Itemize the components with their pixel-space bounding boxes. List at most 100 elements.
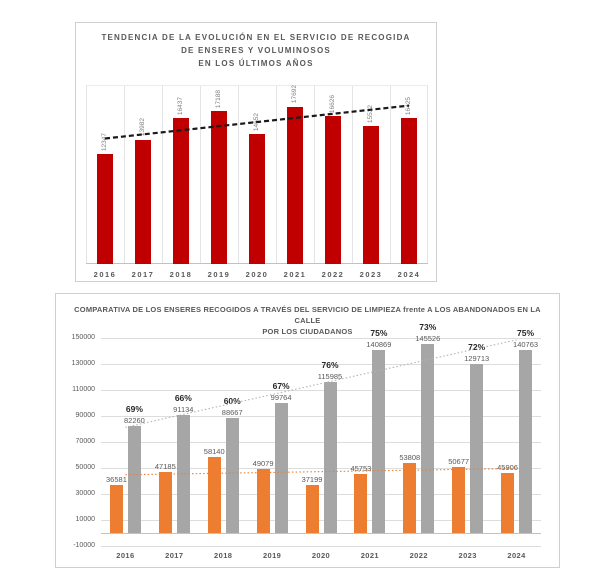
bar-value-label: 13982	[139, 118, 146, 137]
gray-value-label: 115985	[317, 372, 343, 382]
gridline-horizontal	[101, 520, 541, 521]
orange-bar	[207, 457, 221, 533]
year-label: 2024	[507, 551, 526, 560]
orange-value-label: 50677	[448, 457, 470, 467]
gridline-vertical	[427, 86, 428, 264]
ytick-label: 10000	[75, 516, 95, 523]
year-label: 2018	[214, 551, 233, 560]
gray-value-label: 88667	[221, 407, 243, 417]
ytick-label: 90000	[75, 412, 95, 419]
gray-value-label: 91134	[173, 404, 194, 414]
gridline-vertical	[352, 86, 353, 264]
gray-value-label: 140763	[513, 340, 539, 349]
gridline-vertical	[124, 86, 125, 264]
percent-label: 67%	[272, 381, 290, 392]
gray-bar	[323, 382, 337, 533]
x-axis-line	[101, 533, 541, 534]
trend-chart-title: TENDENCIA DE LA EVOLUCIÓN EN EL SERVICIO…	[82, 31, 430, 70]
percent-label: 76%	[321, 360, 339, 371]
ytick-label: 150000	[71, 334, 95, 341]
gridline-vertical	[314, 86, 315, 264]
year-label: 2020	[245, 270, 269, 279]
percent-label: 75%	[370, 327, 388, 338]
ytick-label: 50000	[75, 464, 95, 471]
year-label: 2024	[397, 270, 421, 279]
percent-label: 75%	[517, 328, 535, 339]
orange-value-label: 45906	[497, 463, 518, 473]
orange-value-label: 45753	[350, 463, 372, 473]
red-bar	[325, 116, 341, 264]
comparison-chart-plot-area: 150000 130000 110000 90000 70000 50000 30000 10…	[72, 322, 541, 560]
orange-value-label: 58140	[203, 447, 225, 457]
gridline-vertical	[86, 86, 87, 264]
percent-label: 60%	[223, 395, 241, 406]
year-label: 2016	[93, 270, 117, 279]
ytick-label: 110000	[72, 386, 95, 393]
gray-bar	[470, 364, 484, 533]
gray-bar	[176, 414, 190, 533]
orange-value-label: 47185	[154, 461, 176, 471]
gridline-vertical	[276, 86, 277, 264]
orange-bar	[109, 485, 123, 533]
red-bar	[135, 139, 151, 264]
percent-label: 73%	[419, 321, 437, 332]
percent-label: 72%	[468, 342, 486, 353]
trend-chart-title-line1: TENDENCIA DE LA EVOLUCIÓN EN EL SERVICIO…	[101, 33, 411, 42]
comparison-chart-title: COMPARATIVA DE LOS ENSERES RECOGIDOS A T…	[64, 304, 551, 337]
percent-label: 69%	[125, 404, 143, 415]
bar-value-label: 15532	[367, 104, 374, 123]
gridline-vertical	[238, 86, 239, 264]
ytick-label: -10000	[73, 542, 95, 549]
year-label: 2022	[321, 270, 345, 279]
year-label: 2021	[283, 270, 307, 279]
trend-chart-plot-area: 12347 2016 13982 2017 16437 2018 17188 2019 1465…	[86, 85, 428, 279]
gridline-vertical	[390, 86, 391, 264]
red-bar	[211, 111, 227, 264]
year-label: 2018	[169, 270, 193, 279]
year-label: 2017	[131, 270, 155, 279]
gridline-vertical	[200, 86, 201, 264]
gridline-horizontal	[101, 338, 541, 339]
bar-value-label: 12347	[101, 133, 108, 152]
gray-bar	[421, 343, 435, 533]
gridline-horizontal	[101, 546, 541, 547]
bar-value-label: 14652	[253, 112, 260, 131]
red-bar	[363, 125, 379, 264]
red-bar	[401, 117, 417, 264]
year-label: 2019	[207, 270, 231, 279]
gridline-vertical	[162, 86, 163, 264]
red-bar	[97, 154, 113, 264]
year-label: 2020	[311, 551, 331, 560]
trend-chart-title-line2: DE ENSERES Y VOLUMINOSOS	[181, 46, 331, 55]
ytick-label: 70000	[75, 438, 95, 445]
year-label: 2023	[359, 270, 383, 279]
orange-bar	[354, 473, 368, 533]
percent-label: 66%	[174, 392, 192, 403]
bar-value-label: 16626	[329, 94, 336, 114]
gray-bar	[225, 417, 239, 533]
orange-value-label: 36581	[106, 475, 127, 485]
bar-value-label: 16437	[177, 96, 184, 115]
gridline-horizontal	[101, 494, 541, 495]
comparison-chart-title-line2: POR LOS CIUDADANOS	[262, 327, 353, 336]
orange-value-label: 37199	[301, 474, 323, 484]
orange-value-label: 49079	[252, 459, 274, 469]
orange-bar	[158, 471, 172, 533]
comparison-chart-panel: COMPARATIVA DE LOS ENSERES RECOGIDOS A T…	[55, 293, 560, 568]
year-label: 2017	[165, 551, 184, 560]
trend-chart-panel: TENDENCIA DE LA EVOLUCIÓN EN EL SERVICIO…	[75, 22, 437, 282]
year-label: 2023	[458, 551, 477, 560]
gray-value-label: 82260	[124, 416, 145, 426]
gray-bar	[372, 349, 386, 533]
gridline-horizontal	[101, 442, 541, 443]
year-label: 2016	[116, 551, 135, 560]
year-label: 2021	[360, 551, 380, 560]
year-label: 2019	[262, 551, 282, 560]
bar-value-label: 17188	[215, 89, 222, 109]
bar-value-label: 16425	[405, 96, 412, 115]
gray-value-label: 145526	[415, 333, 441, 343]
orange-bar	[305, 484, 319, 533]
ytick-label: 30000	[75, 490, 95, 497]
orange-bar	[501, 473, 515, 533]
